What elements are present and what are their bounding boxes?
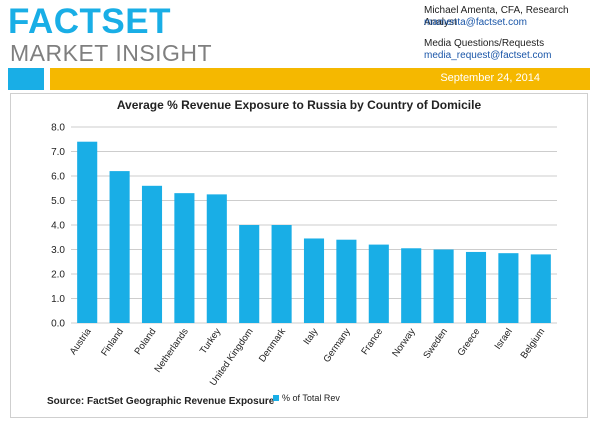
bars xyxy=(77,141,551,323)
x-tick-label: Netherlands xyxy=(152,326,191,374)
source-note: Source: FactSet Geographic Revenue Expos… xyxy=(47,396,275,407)
analyst-name: Michael Amenta, CFA, Research Analyst xyxy=(424,5,569,28)
brand-square xyxy=(8,68,44,90)
media-label: Media Questions/Requests xyxy=(424,38,545,49)
y-tick-label: 0.0 xyxy=(51,319,65,330)
legend-label: % of Total Rev xyxy=(282,393,340,403)
y-axis: 8.0 7.0 6.0 5.0 4.0 3.0 2.0 1.0 0.0 xyxy=(51,123,65,330)
bar-belgium xyxy=(530,254,551,323)
chart-title: Average % Revenue Exposure to Russia by … xyxy=(117,98,482,112)
legend-swatch xyxy=(273,395,279,401)
y-tick-label: 1.0 xyxy=(51,294,65,305)
bar-israel xyxy=(498,253,519,323)
bar-netherlands xyxy=(174,193,195,323)
x-tick-label: Finland xyxy=(99,326,126,358)
bar-france xyxy=(368,244,389,323)
y-tick-label: 7.0 xyxy=(51,147,65,158)
y-tick-label: 2.0 xyxy=(51,270,65,281)
x-tick-label: Italy xyxy=(301,326,320,347)
x-tick-label: Israel xyxy=(493,326,515,351)
y-tick-label: 3.0 xyxy=(51,245,65,256)
market-insight-title: MARKET INSIGHT xyxy=(10,40,213,66)
x-tick-label: Sweden xyxy=(421,326,450,360)
bar-greece xyxy=(465,251,487,323)
factset-logo: FACTSET xyxy=(8,2,171,41)
x-tick-label: Turkey xyxy=(198,326,224,356)
bar-denmark xyxy=(271,225,292,323)
bar-italy xyxy=(303,238,325,323)
bar-turkey xyxy=(206,194,227,323)
x-tick-label: France xyxy=(359,326,385,357)
report-date: September 24, 2014 xyxy=(440,72,540,84)
x-tick-label: Germany xyxy=(321,326,353,365)
y-tick-label: 8.0 xyxy=(51,123,65,134)
x-tick-label: Poland xyxy=(132,326,158,357)
bar-poland xyxy=(141,185,163,323)
media-email-link[interactable]: media_request@factset.com xyxy=(424,50,552,61)
analyst-email-link[interactable]: mamenta@factset.com xyxy=(424,17,527,28)
x-tick-label: Belgium xyxy=(519,326,548,360)
bar-united-kingdom xyxy=(239,225,260,323)
y-tick-label: 6.0 xyxy=(51,172,65,183)
bar-finland xyxy=(109,171,130,323)
bar-austria xyxy=(77,141,98,323)
bar-sweden xyxy=(433,249,454,323)
bar-chart: Average % Revenue Exposure to Russia by … xyxy=(47,98,557,407)
chart-frame: Average % Revenue Exposure to Russia by … xyxy=(10,93,588,418)
bar-norway xyxy=(401,248,422,323)
x-tick-label: Greece xyxy=(456,326,483,358)
x-tick-label: Denmark xyxy=(257,326,288,364)
y-tick-label: 5.0 xyxy=(51,196,65,207)
bar-germany xyxy=(336,239,357,323)
date-banner xyxy=(50,68,590,90)
x-tick-label: Norway xyxy=(390,326,418,359)
x-tick-label: Austria xyxy=(68,326,94,357)
y-tick-label: 4.0 xyxy=(51,221,65,232)
